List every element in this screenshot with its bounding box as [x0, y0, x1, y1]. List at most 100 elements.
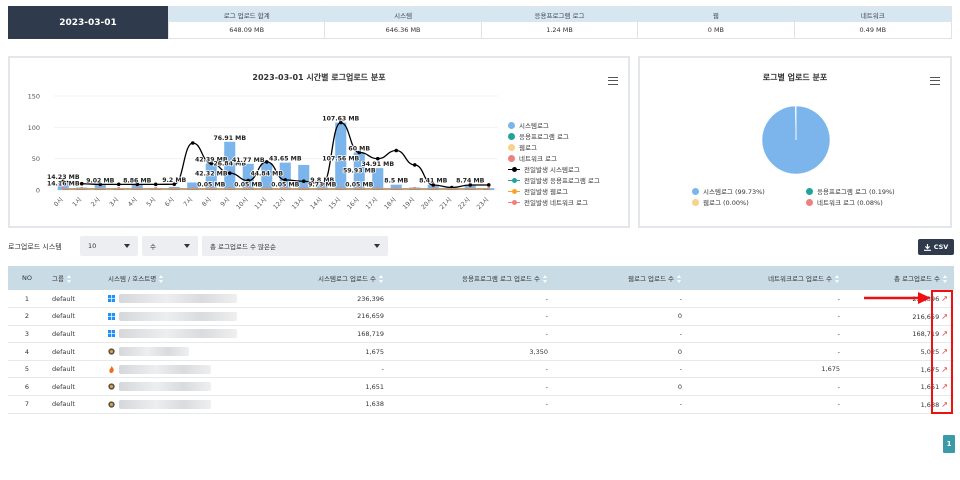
external-link-icon[interactable]: ↗ — [941, 382, 948, 392]
cell-group: default — [52, 329, 75, 338]
col-net-log[interactable]: 네트워크로그 업로드 수 — [688, 266, 846, 290]
page-size-select[interactable]: 10 — [80, 236, 138, 256]
col-app-log[interactable]: 응용프로그램 로그 업로드 수 — [390, 266, 554, 290]
redacted-hostname — [119, 399, 211, 409]
legend-item[interactable]: 네트워크 로그 — [508, 153, 557, 163]
total-value: 168,719 — [912, 330, 940, 339]
legend-item[interactable]: 전일발생 시스템로그 — [508, 164, 580, 174]
cell-host[interactable] — [102, 360, 260, 378]
sort-icon[interactable] — [677, 275, 682, 283]
external-link-icon[interactable]: ↗ — [941, 347, 948, 357]
pagination-page-1[interactable]: 1 — [943, 435, 955, 453]
chart-menu-icon[interactable] — [930, 77, 940, 85]
legend-item[interactable]: 응용프로그램 로그 — [508, 131, 569, 141]
data-label: 14.23 MB — [47, 174, 80, 181]
legend-item[interactable]: 시스템로그 — [508, 120, 549, 130]
cell-host[interactable] — [102, 378, 260, 396]
table-row[interactable]: 7 default 1,638- - -1,638 ↗ — [8, 396, 954, 414]
cell-system-log: 1,675 — [365, 347, 384, 356]
chevron-down-icon — [184, 244, 190, 248]
cell-host[interactable] — [102, 343, 260, 361]
sort-icon[interactable] — [943, 275, 948, 283]
external-link-icon[interactable]: ↗ — [941, 329, 948, 339]
table-row[interactable]: 4 default 1,675 3,350 0-5,025 ↗ — [8, 343, 954, 361]
legend-item[interactable]: 전일발생 웹로그 — [508, 186, 568, 196]
bar — [372, 168, 384, 190]
cell-host[interactable] — [102, 325, 260, 343]
bar — [298, 164, 310, 190]
line-point — [412, 163, 417, 167]
col-group[interactable]: 그룹 — [46, 266, 102, 290]
table-row[interactable]: 5 default - - -1,675 1,675 ↗ — [8, 360, 954, 378]
table-row[interactable]: 3 default 168,719- - -168,719 ↗ — [8, 325, 954, 343]
col-system-log[interactable]: 시스템로그 업로드 수 — [260, 266, 390, 290]
cell-group: default — [52, 400, 75, 409]
cell-app-log: - — [545, 365, 548, 374]
table-row[interactable]: 6 default 1,651-0-1,651 ↗ — [8, 378, 954, 396]
summary-value: 0 MB — [707, 26, 725, 34]
page-size-value: 10 — [88, 242, 97, 250]
sort-icon[interactable] — [379, 275, 384, 283]
line-point — [320, 182, 325, 186]
table-row[interactable]: 2 default 216,659-0-216,659 ↗ — [8, 308, 954, 326]
line-point — [135, 182, 140, 187]
data-label: 107.63 MB — [322, 116, 359, 123]
windows-icon — [108, 312, 115, 320]
cell-host[interactable] — [102, 290, 260, 308]
sort-order-value: 총 로그업로드 수 많은순 — [210, 243, 276, 251]
cell-web-log: 0 — [677, 347, 682, 356]
sort-icon[interactable] — [66, 275, 72, 283]
legend-item[interactable]: 웹로그 (0.00%) — [692, 197, 749, 207]
data-label: 59.93 MB — [343, 167, 376, 174]
legend-item[interactable]: 시스템로그 (99.73%) — [692, 186, 765, 196]
cell-host[interactable] — [102, 308, 260, 326]
line-point — [61, 179, 66, 183]
line-point — [375, 156, 380, 161]
line-point — [172, 182, 177, 187]
x-tick-label: 12시 — [272, 196, 287, 211]
cell-app-log: - — [545, 312, 548, 321]
bar — [316, 183, 328, 190]
linux-icon — [108, 401, 115, 408]
cell-group: default — [52, 347, 75, 356]
x-tick-label: 11시 — [254, 196, 269, 211]
total-value: 5,025 — [920, 348, 940, 357]
csv-download-button[interactable]: CSV — [918, 239, 954, 255]
sort-icon[interactable] — [835, 275, 840, 283]
legend-marker — [508, 177, 520, 184]
x-tick-label: 1시 — [71, 196, 83, 208]
data-label: 44.84 MB — [250, 170, 283, 177]
cell-system-log: 216,659 — [357, 312, 384, 321]
external-link-icon[interactable]: ↗ — [941, 364, 948, 374]
hourly-chart-title: 2023-03-01 시간별 로그업로드 분포 — [252, 73, 386, 82]
legend-marker — [508, 121, 515, 129]
table-header-row: NO 그룹 시스템 / 호스트명 시스템로그 업로드 수 응용프로그램 로그 업… — [8, 266, 954, 290]
cell-system-log: 236,396 — [357, 294, 384, 303]
col-total[interactable]: 총 로그업로드 수 — [846, 266, 954, 290]
external-link-icon[interactable]: ↗ — [941, 311, 948, 321]
redacted-hostname — [119, 294, 237, 304]
sort-icon[interactable] — [159, 275, 164, 283]
line-point — [98, 182, 103, 187]
cell-app-log: 3,350 — [529, 347, 548, 356]
legend-item[interactable]: 전일발생 응용프로그램 로그 — [508, 175, 600, 185]
legend-item[interactable]: 네트워크 로그 (0.08%) — [806, 197, 883, 207]
legend-item[interactable]: 전일발생 네트워크 로그 — [508, 197, 588, 207]
col-web-log[interactable]: 웹로그 업로드 수 — [554, 266, 688, 290]
cell-host[interactable] — [102, 396, 260, 414]
sort-field-select[interactable]: 수 — [142, 236, 198, 256]
sort-order-select[interactable]: 총 로그업로드 수 많은순 — [202, 236, 388, 256]
legend-item[interactable]: 웹로그 — [508, 142, 537, 152]
sort-icon[interactable] — [543, 275, 548, 283]
line-point — [338, 120, 343, 125]
legend-item[interactable]: 응용프로그램 로그 (0.19%) — [806, 186, 895, 196]
cell-no: 4 — [24, 347, 30, 356]
x-tick-label: 2시 — [90, 196, 102, 208]
col-host[interactable]: 시스템 / 호스트명 — [102, 266, 260, 290]
csv-label: CSV — [933, 243, 949, 251]
external-link-icon[interactable]: ↗ — [941, 399, 948, 409]
external-link-icon[interactable]: ↗ — [941, 294, 948, 304]
chart-menu-icon[interactable] — [608, 77, 618, 85]
cell-no: 3 — [24, 329, 30, 338]
